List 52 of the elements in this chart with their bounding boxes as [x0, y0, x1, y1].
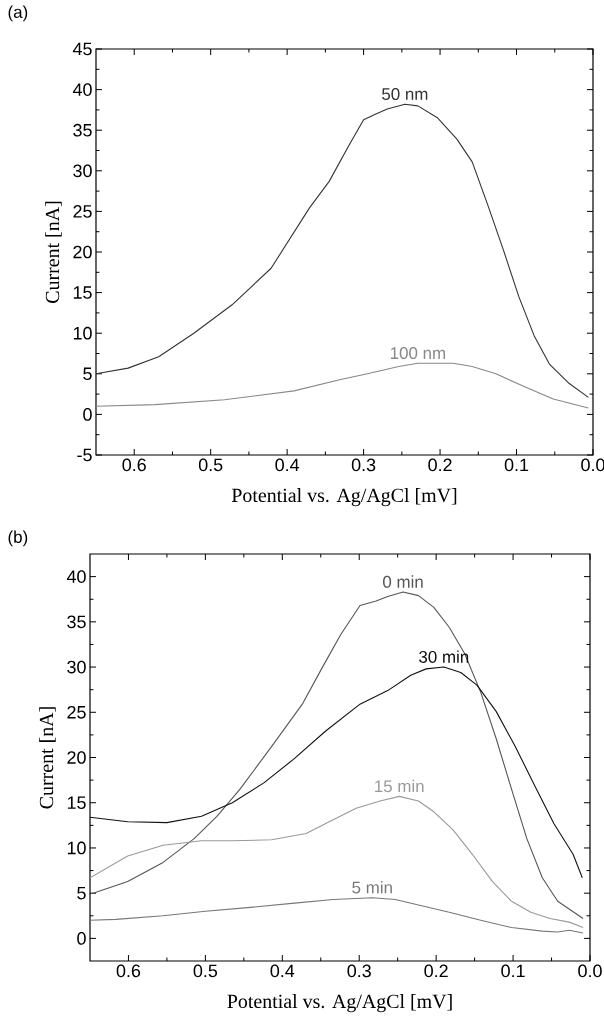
line-series [92, 591, 584, 920]
x-tick-label: 0.2 [428, 458, 452, 472]
y-tick-label: -5 [77, 448, 92, 462]
y-tick-label: 20 [67, 751, 86, 764]
x-tick-label: 0.5 [193, 964, 218, 978]
series-label: 0 min [383, 575, 423, 588]
line-series [89, 666, 583, 879]
y-tick-label: 10 [73, 326, 92, 340]
y-tick-label: 5 [77, 886, 86, 900]
x-tick-label: 0.0 [581, 458, 604, 472]
y-axis-title: Current [nA] [45, 201, 62, 303]
chart-title: (a) [8, 5, 28, 22]
series-label: 100 nm [390, 347, 446, 360]
y-tick-label: 25 [67, 705, 86, 719]
y-tick-label: 35 [73, 123, 92, 137]
x-tick-label: 0.5 [198, 458, 223, 472]
y-tick-label: 15 [73, 286, 92, 299]
line-series [89, 795, 584, 929]
x-tick-label: 0.6 [122, 458, 146, 472]
y-tick-label: 30 [67, 660, 86, 674]
y-tick-label: 10 [67, 841, 86, 855]
y-tick-label: 40 [72, 83, 92, 96]
x-tick-label: 0.1 [501, 964, 525, 978]
y-tick-label: 35 [67, 615, 86, 629]
y-tick-label: 45 [72, 42, 92, 56]
x-tick-label: 0.2 [424, 964, 448, 978]
x-tick-label: 0.6 [116, 964, 141, 978]
y-tick-label: 25 [73, 205, 92, 218]
y-axis-title: Current [nA] [39, 707, 56, 809]
y-tick-label: 0 [77, 932, 86, 945]
y-tick-label: 40 [66, 570, 86, 583]
x-tick-label: 0.3 [351, 458, 376, 472]
y-tick-label: 5 [83, 367, 92, 381]
x-tick-label: 0.0 [578, 964, 602, 978]
x-tick-label: 0.3 [347, 964, 371, 978]
chart-title: (b) [8, 530, 28, 547]
y-tick-label: 0 [83, 408, 92, 421]
line-series [95, 362, 589, 409]
y-tick-label: 15 [67, 796, 86, 809]
x-tick-label: 0.1 [504, 458, 529, 472]
line-series [89, 897, 584, 934]
y-tick-label: 30 [73, 164, 92, 178]
x-axis-title: Potential vs. Ag/AgCl [mV] [231, 488, 457, 507]
y-tick-label: 20 [73, 245, 92, 259]
series-label: 15 min [375, 779, 424, 793]
series-label: 50 nm [382, 88, 428, 101]
series-label: 30 min [419, 650, 469, 663]
x-tick-label: 0.4 [275, 458, 300, 472]
series-label: 5 min [352, 881, 392, 894]
x-tick-label: 0.4 [270, 964, 295, 978]
x-axis-title: Potential vs. Ag/AgCl [mV] [227, 994, 452, 1013]
line-series [95, 103, 589, 398]
